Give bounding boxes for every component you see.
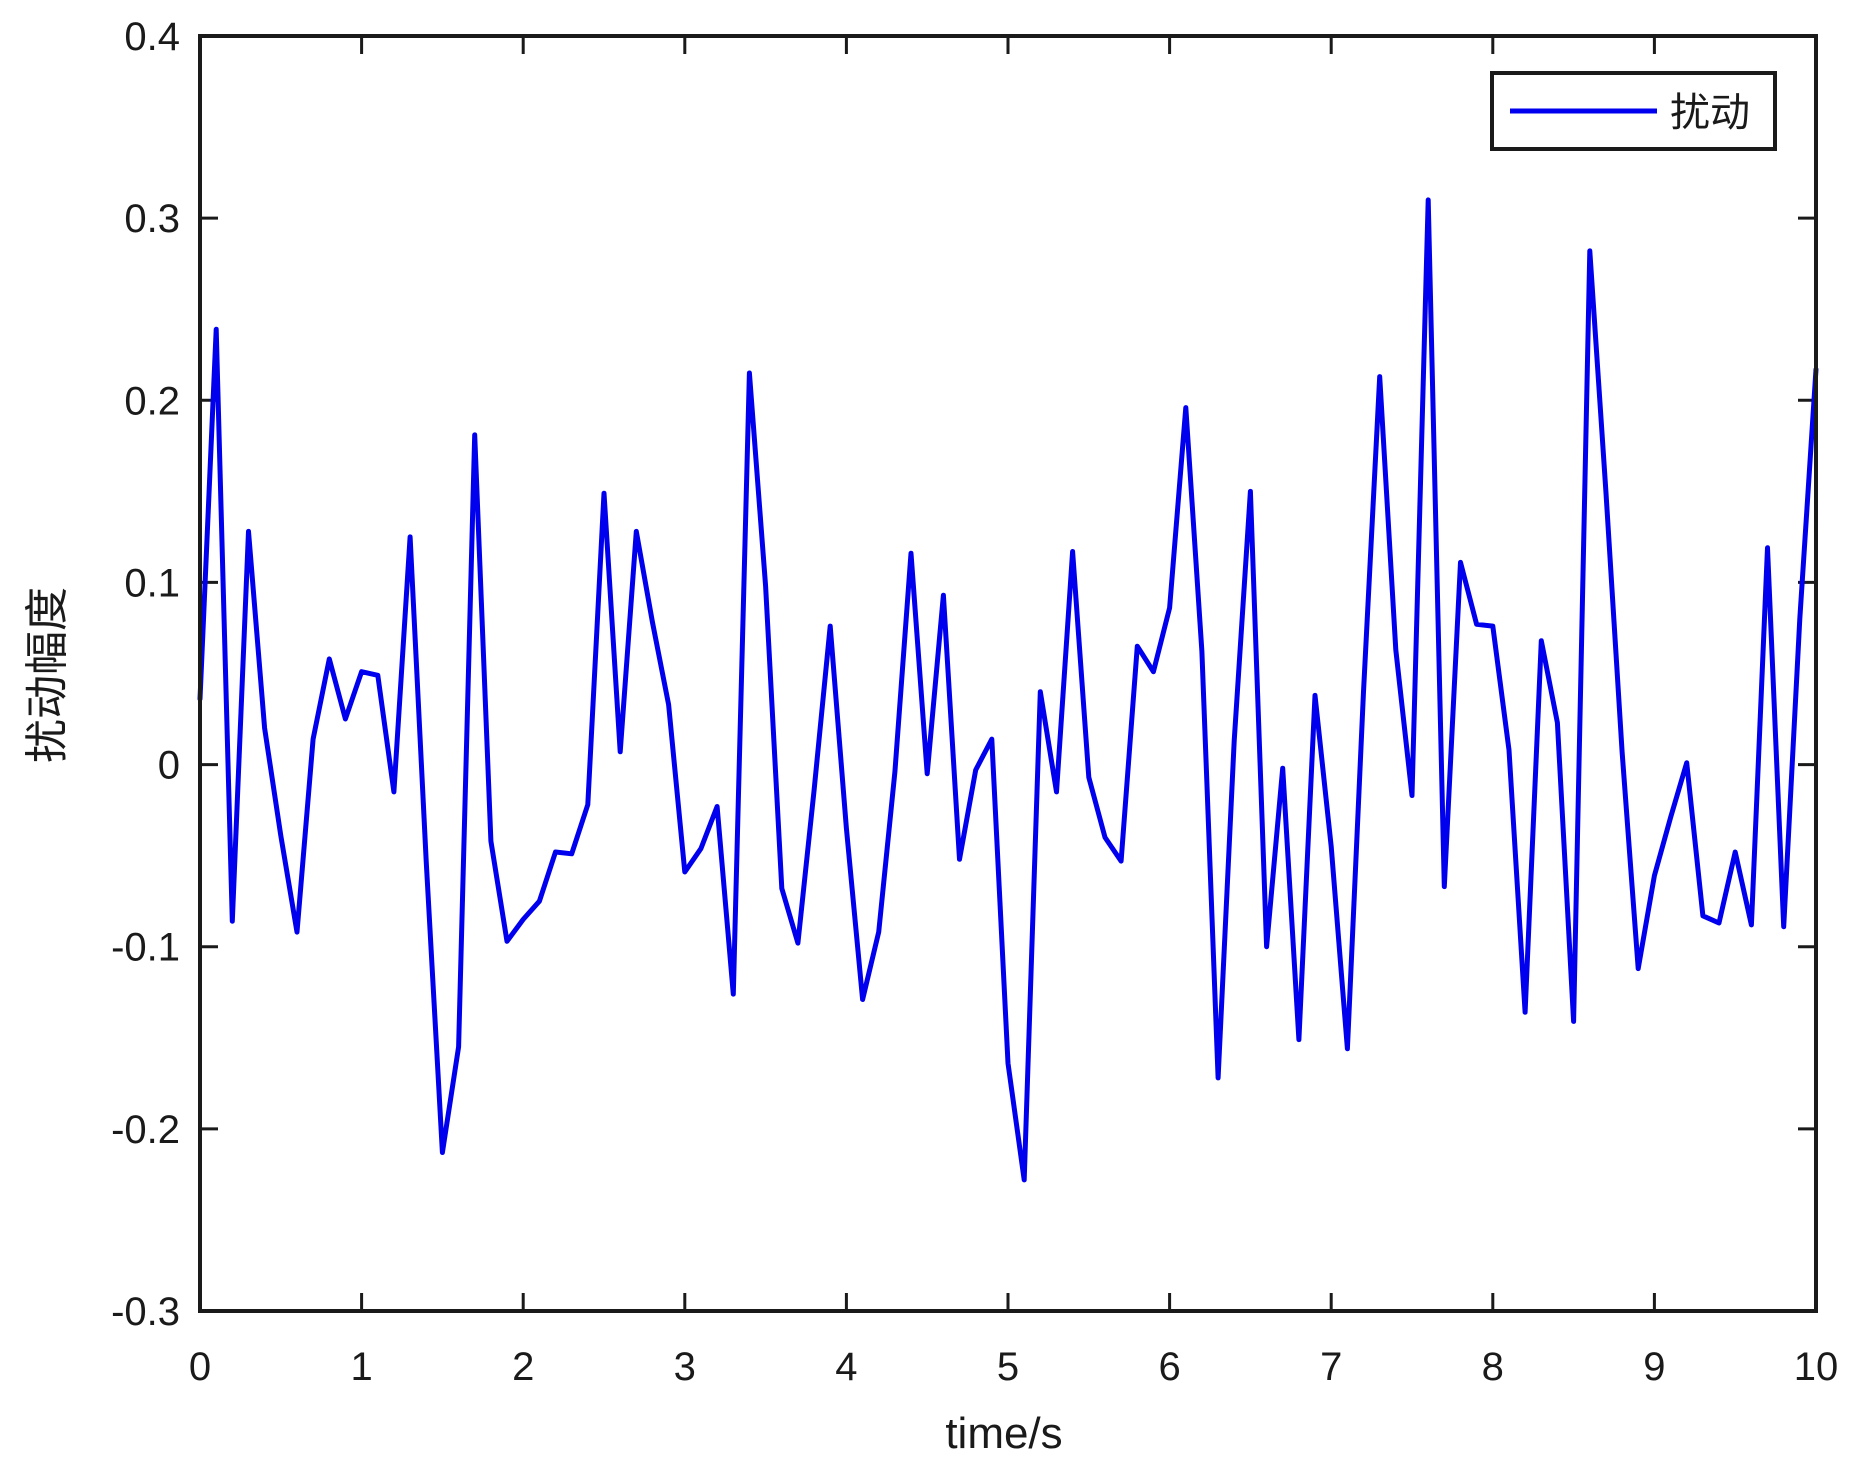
y-tick-label: 0.2 bbox=[124, 379, 180, 423]
y-tick-label: -0.2 bbox=[111, 1108, 180, 1152]
x-tick-label: 4 bbox=[835, 1345, 857, 1389]
x-tick-label: 3 bbox=[674, 1345, 696, 1389]
y-tick-label: 0.4 bbox=[124, 15, 180, 59]
x-axis-label: time/s bbox=[945, 1409, 1062, 1458]
x-tick-label: 10 bbox=[1794, 1345, 1839, 1389]
x-tick-label: 5 bbox=[997, 1345, 1019, 1389]
y-tick-label: 0.3 bbox=[124, 197, 180, 241]
x-tick-label: 6 bbox=[1158, 1345, 1180, 1389]
x-tick-label: 0 bbox=[189, 1345, 211, 1389]
y-tick-label: -0.3 bbox=[111, 1290, 180, 1334]
x-tick-labels: 0 1 2 3 4 5 6 7 8 9 10 bbox=[189, 1345, 1838, 1389]
x-tick-label: 2 bbox=[512, 1345, 534, 1389]
legend-label: 扰动 bbox=[1670, 90, 1750, 136]
y-axis-label: 扰动幅度 bbox=[23, 587, 72, 763]
y-tick-label: -0.1 bbox=[111, 926, 180, 970]
y-tick-labels: -0.3 -0.2 -0.1 0 0.1 0.2 0.3 0.4 bbox=[111, 15, 180, 1334]
legend: 扰动 bbox=[1490, 71, 1777, 151]
x-tick-label: 1 bbox=[350, 1345, 372, 1389]
series-line-扰动 bbox=[197, 197, 1819, 1183]
x-tick-label: 7 bbox=[1320, 1345, 1342, 1389]
y-tick-label: 0.1 bbox=[124, 561, 180, 605]
plot-frame bbox=[198, 34, 1818, 1313]
x-tick-label: 9 bbox=[1643, 1345, 1665, 1389]
x-tick-label: 8 bbox=[1482, 1345, 1504, 1389]
y-tick-label: 0 bbox=[158, 744, 180, 788]
